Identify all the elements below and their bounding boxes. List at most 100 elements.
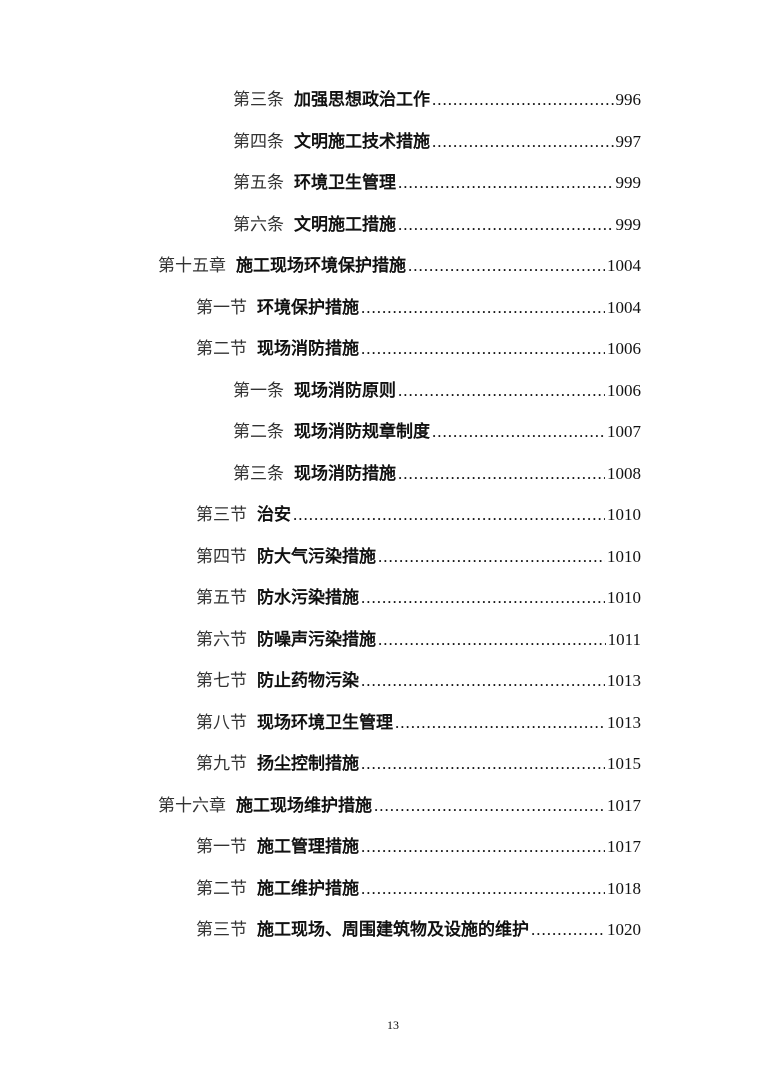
toc-leader-dots: ........................................… <box>378 629 606 649</box>
toc-leader-dots: ........................................… <box>361 878 605 898</box>
toc-entry-number: 第四条 <box>233 131 284 151</box>
toc-entry-page: 996 <box>615 90 642 109</box>
toc-entry-title: 施工管理措施 <box>257 837 359 856</box>
toc-entry-title: 防止药物污染 <box>257 671 359 690</box>
toc-entry-title: 环境保护措施 <box>257 297 359 317</box>
toc-entry[interactable]: 第十六章 施工现场维护措施............................… <box>158 794 641 818</box>
toc-entry[interactable]: 第七节 防止药物污染...............................… <box>196 669 641 693</box>
toc-entry-page: 1010 <box>607 546 641 566</box>
toc-entry[interactable]: 第一节 环境保护措施...............................… <box>196 296 641 320</box>
toc-entry-page: 1008 <box>607 463 641 483</box>
toc-entry-page: 1017 <box>607 837 641 856</box>
toc-entry-number: 第十五章 <box>158 256 226 275</box>
toc-leader-dots: ........................................… <box>361 754 605 773</box>
toc-entry[interactable]: 第二条 现场消防规章制度.............................… <box>233 420 641 444</box>
toc-entry[interactable]: 第三条 加强思想政治工作.............................… <box>233 88 641 112</box>
toc-leader-dots: ........................................… <box>398 173 614 192</box>
toc-leader-dots: ........................................… <box>408 256 605 275</box>
toc-entry-number: 第三节 <box>196 920 247 939</box>
toc-entry[interactable]: 第一条 现场消防原则...............................… <box>233 379 641 403</box>
toc-entry-number: 第一节 <box>196 837 247 856</box>
toc-leader-dots: ........................................… <box>395 712 605 732</box>
toc-entry-title: 防水污染措施 <box>257 588 359 607</box>
toc-entry-number: 第九节 <box>196 754 247 773</box>
toc-entry-title: 施工现场、周围建筑物及设施的维护 <box>257 920 529 939</box>
toc-entry-number: 第五条 <box>233 173 284 192</box>
toc-entry-page: 1017 <box>607 795 641 815</box>
toc-entry-number: 第三条 <box>233 90 284 109</box>
toc-entry[interactable]: 第五条 环境卫生管理...............................… <box>233 171 641 195</box>
toc-leader-dots: ........................................… <box>398 380 605 400</box>
toc-entry-number: 第十六章 <box>158 795 226 815</box>
toc-entry[interactable]: 第三节 治安...................................… <box>196 503 641 527</box>
toc-entry-title: 现场消防措施 <box>294 463 396 483</box>
toc-leader-dots: ........................................… <box>361 837 605 856</box>
toc-entry[interactable]: 第六节 防噪声污染措施..............................… <box>196 628 641 652</box>
toc-entry-number: 第二条 <box>233 422 284 441</box>
toc-entry-page: 999 <box>615 173 642 192</box>
toc-entry-number: 第二节 <box>196 878 247 898</box>
toc-leader-dots: ........................................… <box>361 671 605 690</box>
toc-entry-title: 现场消防原则 <box>294 380 396 400</box>
toc-entry-number: 第六条 <box>233 214 284 234</box>
toc-entry-number: 第一节 <box>196 297 247 317</box>
toc-entry-page: 1006 <box>607 339 641 358</box>
toc-entry-title: 防大气污染措施 <box>257 546 376 566</box>
toc-entry-page: 1015 <box>607 754 641 773</box>
toc-entry[interactable]: 第三节施工现场、周围建筑物及设施的维护.....................… <box>196 918 641 942</box>
toc-entry-title: 施工现场环境保护措施 <box>236 256 406 275</box>
toc-leader-dots: ........................................… <box>398 214 614 234</box>
toc-entry[interactable]: 第四条 文明施工技术措施.............................… <box>233 130 641 154</box>
toc-entry-number: 第三条 <box>233 463 284 483</box>
toc-entry[interactable]: 第八节 现场环境卫生管理.............................… <box>196 711 641 735</box>
toc-entry[interactable]: 第九节 扬尘控制措施...............................… <box>196 752 641 776</box>
toc-entry-number: 第二节 <box>196 339 247 358</box>
toc-entry-number: 第六节 <box>196 629 247 649</box>
toc-entry[interactable]: 第二节 施工维护措施...............................… <box>196 877 641 901</box>
toc-entry-title: 现场消防规章制度 <box>294 422 430 441</box>
toc-entry-title: 治安 <box>257 505 291 524</box>
toc-leader-dots: ........................................… <box>398 463 605 483</box>
toc-leader-dots: ........................................… <box>361 339 605 358</box>
toc-entry[interactable]: 第二节 现场消防措施...............................… <box>196 337 641 361</box>
toc-entry-title: 施工现场维护措施 <box>236 795 372 815</box>
toc-entry-page: 1018 <box>607 878 641 898</box>
toc-entry-number: 第八节 <box>196 712 247 732</box>
toc-entry-title: 环境卫生管理 <box>294 173 396 192</box>
toc-entry-page: 1004 <box>607 297 641 317</box>
toc-entry-page: 1013 <box>607 712 641 732</box>
toc-entry-title: 现场环境卫生管理 <box>257 712 393 732</box>
toc-leader-dots: ........................................… <box>293 505 605 524</box>
toc-entry-number: 第五节 <box>196 588 247 607</box>
toc-leader-dots: ........................................… <box>361 588 605 607</box>
toc-entry-page: 1004 <box>607 256 641 275</box>
toc-entry[interactable]: 第一节 施工管理措施...............................… <box>196 835 641 859</box>
toc-leader-dots: ........................................… <box>378 546 605 566</box>
toc-leader-dots: ........................................… <box>432 422 605 441</box>
toc-entry-page: 1010 <box>607 505 641 524</box>
toc-entry-title: 施工维护措施 <box>257 878 359 898</box>
toc-leader-dots: ........................................… <box>432 131 614 151</box>
toc-entry[interactable]: 第六条 文明施工措施...............................… <box>233 213 641 237</box>
toc-entry-number: 第一条 <box>233 380 284 400</box>
toc-entry[interactable]: 第五节 防水污染措施...............................… <box>196 586 641 610</box>
toc-entry-number: 第三节 <box>196 505 247 524</box>
toc-entry-page: 1011 <box>607 629 641 649</box>
toc-entry[interactable]: 第十五章 施工现场环境保护措施..........................… <box>158 254 641 278</box>
toc-entry-title: 文明施工技术措施 <box>294 131 430 151</box>
toc-entry-title: 加强思想政治工作 <box>294 90 430 109</box>
toc-entry-page: 1010 <box>607 588 641 607</box>
toc-leader-dots: ........................................… <box>432 90 614 109</box>
toc-entry-number: 第四节 <box>196 546 247 566</box>
toc-entry-title: 现场消防措施 <box>257 339 359 358</box>
toc-leader-dots: ........................................… <box>361 297 605 317</box>
page-number: 13 <box>387 1018 399 1032</box>
toc-leader-dots: ........................................… <box>374 795 605 815</box>
toc-entry[interactable]: 第三条 现场消防措施...............................… <box>233 462 641 486</box>
toc-entry-page: 997 <box>615 131 642 151</box>
toc-entry-number: 第七节 <box>196 671 247 690</box>
toc-entry[interactable]: 第四节 防大气污染措施..............................… <box>196 545 641 569</box>
toc-entry-title: 防噪声污染措施 <box>257 629 376 649</box>
toc-entry-page: 1020 <box>607 920 641 939</box>
toc-entry-title: 扬尘控制措施 <box>257 754 359 773</box>
